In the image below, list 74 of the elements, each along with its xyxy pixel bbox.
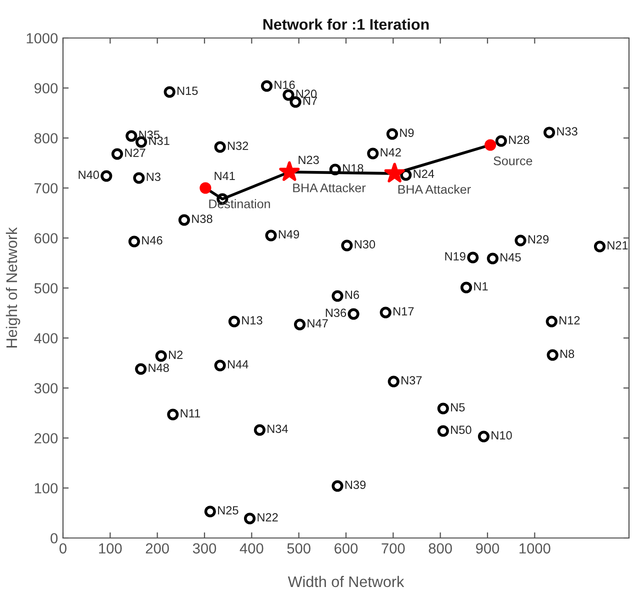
x-tick-label: 700 [382,543,405,554]
x-tick-label: 0 [60,543,66,554]
x-tick-label: 1000 [520,543,550,554]
annotation: N44 [228,360,248,368]
annotation: N6 [345,290,360,300]
annotation: N36 [326,308,346,318]
y-tick-label: 300 [34,383,58,394]
annotation: N22 [258,513,278,522]
annotation: N30 [354,240,376,249]
annotation: N2 [169,350,183,359]
annotation: N5 [451,403,465,412]
y-tick-label: 800 [34,133,58,144]
y-tick-label: 0 [50,533,58,544]
y-axis-title: Height of Network [6,227,20,348]
annotation: N49 [278,230,300,239]
series-label: Destination [209,199,270,208]
y-tick-label: 700 [34,183,58,194]
annotation: N13 [242,316,262,325]
annotation: N32 [228,142,248,150]
annotation: N9 [400,128,414,138]
annotation: N41 [214,172,235,180]
annotation: N12 [560,316,580,324]
annotation: N39 [345,480,366,490]
x-tick-label: 300 [192,543,216,554]
x-tick-label: 900 [476,543,500,554]
annotation: N21 [608,241,628,250]
y-tick-label: 200 [34,433,58,444]
y-tick-label: 400 [34,333,58,344]
y-tick-label: 500 [34,283,58,294]
annotation: N35 [139,130,160,140]
annotation: N8 [560,350,574,358]
annotation: N46 [142,236,162,245]
annotation: N38 [192,214,212,224]
series-label: Source [494,156,532,166]
annotation: N19 [445,252,466,261]
annotation: N31 [149,136,170,146]
y-tick-label: 900 [34,83,58,94]
annotation: N1 [474,282,488,290]
chart-title: Network for :1 Iteration [263,18,429,30]
annotation: N34 [268,424,288,434]
x-tick-label: 200 [146,543,169,554]
annotation: N48 [148,364,169,372]
annotation: N42 [380,148,401,156]
y-tick-label: 600 [34,233,58,244]
annotation: N7 [303,96,317,105]
y-tick-label: 100 [34,483,58,494]
series-label: BHA Attacker [293,183,366,192]
annotation: N10 [492,431,512,440]
annotation: N3 [146,172,160,182]
annotation: N18 [343,164,364,173]
annotation: N17 [394,307,414,316]
annotation: N45 [500,253,521,262]
annotation: N50 [451,426,472,434]
annotation: N16 [274,80,295,90]
annotation: N47 [308,319,328,328]
annotation: N24 [414,170,434,178]
annotation: N15 [178,86,198,96]
x-tick-label: 100 [99,543,122,554]
annotation: N37 [402,376,422,385]
annotation: N25 [218,506,238,515]
annotation: N28 [509,136,530,144]
annotation: N40 [78,170,99,180]
annotation: N29 [528,235,549,244]
x-tick-label: 500 [287,543,310,554]
y-tick-label: 1000 [26,33,58,44]
x-tick-label: 400 [240,543,264,554]
x-tick-label: 600 [334,543,358,554]
annotation: N23 [298,156,319,164]
annotation: N27 [125,148,146,157]
annotation: N33 [557,127,578,136]
annotation: N11 [180,409,200,418]
x-axis-title: Width of Network [288,576,404,588]
text: BHA Attacker [398,184,471,194]
x-tick-label: 800 [428,543,452,554]
